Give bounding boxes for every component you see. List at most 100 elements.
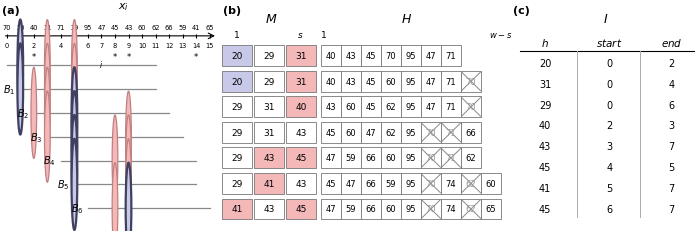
Text: 62: 62	[466, 154, 477, 163]
Bar	[222, 122, 253, 143]
Bar	[254, 173, 284, 194]
Bar	[461, 97, 481, 118]
Bar	[254, 46, 284, 67]
Text: 0: 0	[5, 43, 9, 49]
Bar	[360, 46, 381, 67]
Text: 60: 60	[138, 25, 146, 31]
Text: 31: 31	[43, 25, 52, 31]
Text: 66: 66	[365, 179, 376, 188]
Bar	[381, 72, 401, 92]
Bar	[441, 97, 461, 118]
Bar	[441, 122, 461, 143]
Text: 47: 47	[97, 25, 106, 31]
Bar	[441, 72, 461, 92]
Text: $i$: $i$	[99, 58, 104, 69]
Text: 60: 60	[486, 179, 496, 188]
Text: 71: 71	[446, 103, 456, 112]
Text: 29: 29	[232, 154, 243, 163]
Text: 31: 31	[295, 78, 307, 86]
Text: 1: 1	[18, 43, 22, 49]
Circle shape	[45, 92, 50, 182]
Text: 1: 1	[234, 31, 239, 40]
Text: 71: 71	[57, 25, 65, 31]
Text: 5: 5	[72, 43, 76, 49]
Bar	[254, 97, 284, 118]
Text: 7: 7	[99, 43, 104, 49]
Bar	[222, 199, 253, 219]
Text: (c): (c)	[513, 6, 530, 16]
Text: $B_{2}$: $B_{2}$	[17, 106, 29, 120]
Text: 4: 4	[668, 79, 675, 89]
Text: 43: 43	[125, 25, 133, 31]
Text: 45: 45	[326, 128, 336, 137]
Text: 40: 40	[29, 25, 38, 31]
Bar	[321, 173, 341, 194]
Text: 66: 66	[164, 25, 174, 31]
Bar	[360, 72, 381, 92]
Bar	[441, 148, 461, 169]
Bar	[401, 46, 421, 67]
Text: 29: 29	[263, 52, 275, 61]
Bar	[222, 148, 253, 169]
Bar	[461, 122, 481, 143]
Bar	[441, 46, 461, 67]
Text: 43: 43	[295, 179, 307, 188]
Text: 3: 3	[668, 121, 675, 131]
Bar	[360, 122, 381, 143]
Text: $B_{3}$: $B_{3}$	[30, 130, 43, 144]
Text: 45: 45	[365, 52, 376, 61]
Circle shape	[71, 44, 77, 135]
Text: 95: 95	[406, 128, 416, 137]
Text: 41: 41	[263, 179, 275, 188]
Text: 29: 29	[232, 128, 243, 137]
Bar	[321, 97, 341, 118]
Text: 43: 43	[326, 103, 336, 112]
Text: 65: 65	[486, 205, 496, 213]
Text: (b): (b)	[223, 6, 242, 16]
Bar	[401, 72, 421, 92]
Text: 31: 31	[539, 79, 551, 89]
Bar	[421, 72, 441, 92]
Text: 5: 5	[668, 162, 675, 173]
Circle shape	[126, 139, 132, 230]
Text: 66: 66	[365, 205, 376, 213]
Text: 20: 20	[539, 58, 551, 69]
Text: *: *	[32, 53, 36, 62]
Text: 40: 40	[326, 78, 336, 86]
Text: 14: 14	[192, 43, 200, 49]
Bar	[222, 46, 253, 67]
Circle shape	[45, 68, 50, 159]
Text: 95: 95	[406, 154, 416, 163]
Text: $x_i$: $x_i$	[118, 1, 129, 13]
Text: 41: 41	[192, 25, 200, 31]
Bar	[222, 97, 253, 118]
Text: 47: 47	[326, 154, 336, 163]
Bar	[461, 199, 481, 219]
Text: 2: 2	[32, 43, 36, 49]
Bar	[401, 97, 421, 118]
Text: 45: 45	[539, 204, 551, 214]
Text: *: *	[72, 53, 76, 62]
Text: 40: 40	[539, 121, 551, 131]
Text: $B_{4}$: $B_{4}$	[43, 154, 56, 168]
Bar	[286, 148, 316, 169]
Circle shape	[31, 68, 36, 159]
Circle shape	[18, 44, 23, 135]
Bar	[421, 199, 441, 219]
Text: 0: 0	[606, 100, 612, 110]
Circle shape	[126, 116, 132, 206]
Text: 47: 47	[365, 128, 376, 137]
Text: 45: 45	[295, 205, 307, 213]
Text: 59: 59	[346, 205, 356, 213]
Text: $H$: $H$	[401, 13, 412, 26]
Text: 62: 62	[386, 128, 396, 137]
Text: $h$: $h$	[541, 37, 549, 49]
Circle shape	[71, 116, 77, 206]
Text: 11: 11	[151, 43, 160, 49]
Bar	[381, 199, 401, 219]
Text: 0: 0	[606, 58, 612, 69]
Text: 71: 71	[446, 52, 456, 61]
Bar	[360, 97, 381, 118]
Text: *: *	[194, 53, 198, 62]
Text: 41: 41	[232, 205, 243, 213]
